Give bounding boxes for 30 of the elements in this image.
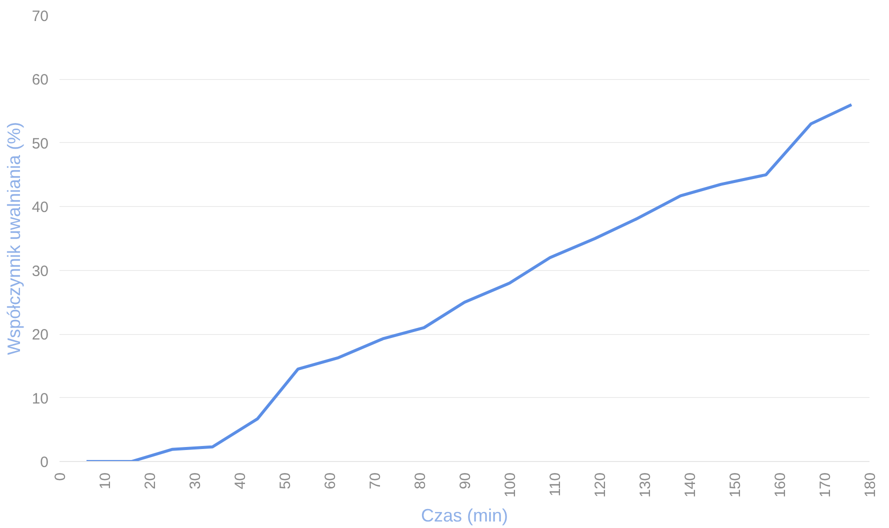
- x-tick-label: 90: [457, 472, 474, 490]
- y-tick-label: 70: [32, 8, 49, 25]
- x-tick-label: 180: [862, 472, 879, 498]
- line-series: [85, 103, 853, 462]
- x-tick-label: 10: [97, 472, 114, 490]
- y-tick-label: 30: [32, 262, 49, 280]
- y-tick-label: 10: [32, 390, 49, 408]
- x-tick-label: 170: [817, 472, 834, 498]
- x-tick-label: 140: [682, 472, 699, 498]
- x-tick-label: 20: [142, 472, 159, 490]
- x-tick-label: 100: [502, 472, 519, 498]
- x-tick-label: 60: [322, 472, 339, 490]
- x-tick-label: 30: [187, 472, 204, 490]
- y-tick-label: 50: [32, 135, 49, 152]
- x-tick-label: 130: [637, 472, 654, 498]
- x-axis-title: Czas (min): [421, 506, 508, 526]
- y-tick-label: 40: [32, 199, 49, 216]
- y-tick-label: 0: [40, 454, 48, 471]
- x-tick-label: 150: [727, 472, 744, 498]
- x-tick-label: 40: [232, 472, 249, 490]
- x-tick-label: 80: [412, 472, 429, 490]
- x-tick-label: 50: [277, 472, 294, 490]
- y-tick-label: 60: [32, 72, 49, 89]
- x-tick-label: 70: [367, 472, 384, 490]
- y-axis-title: Współczynnik uwalniania (%): [4, 122, 24, 356]
- x-tick-label: 110: [547, 472, 564, 496]
- x-tick-label: 0: [52, 472, 69, 481]
- x-tick-label: 160: [772, 472, 789, 498]
- x-tick-label: 120: [592, 472, 609, 498]
- y-tick-label: 20: [32, 326, 49, 344]
